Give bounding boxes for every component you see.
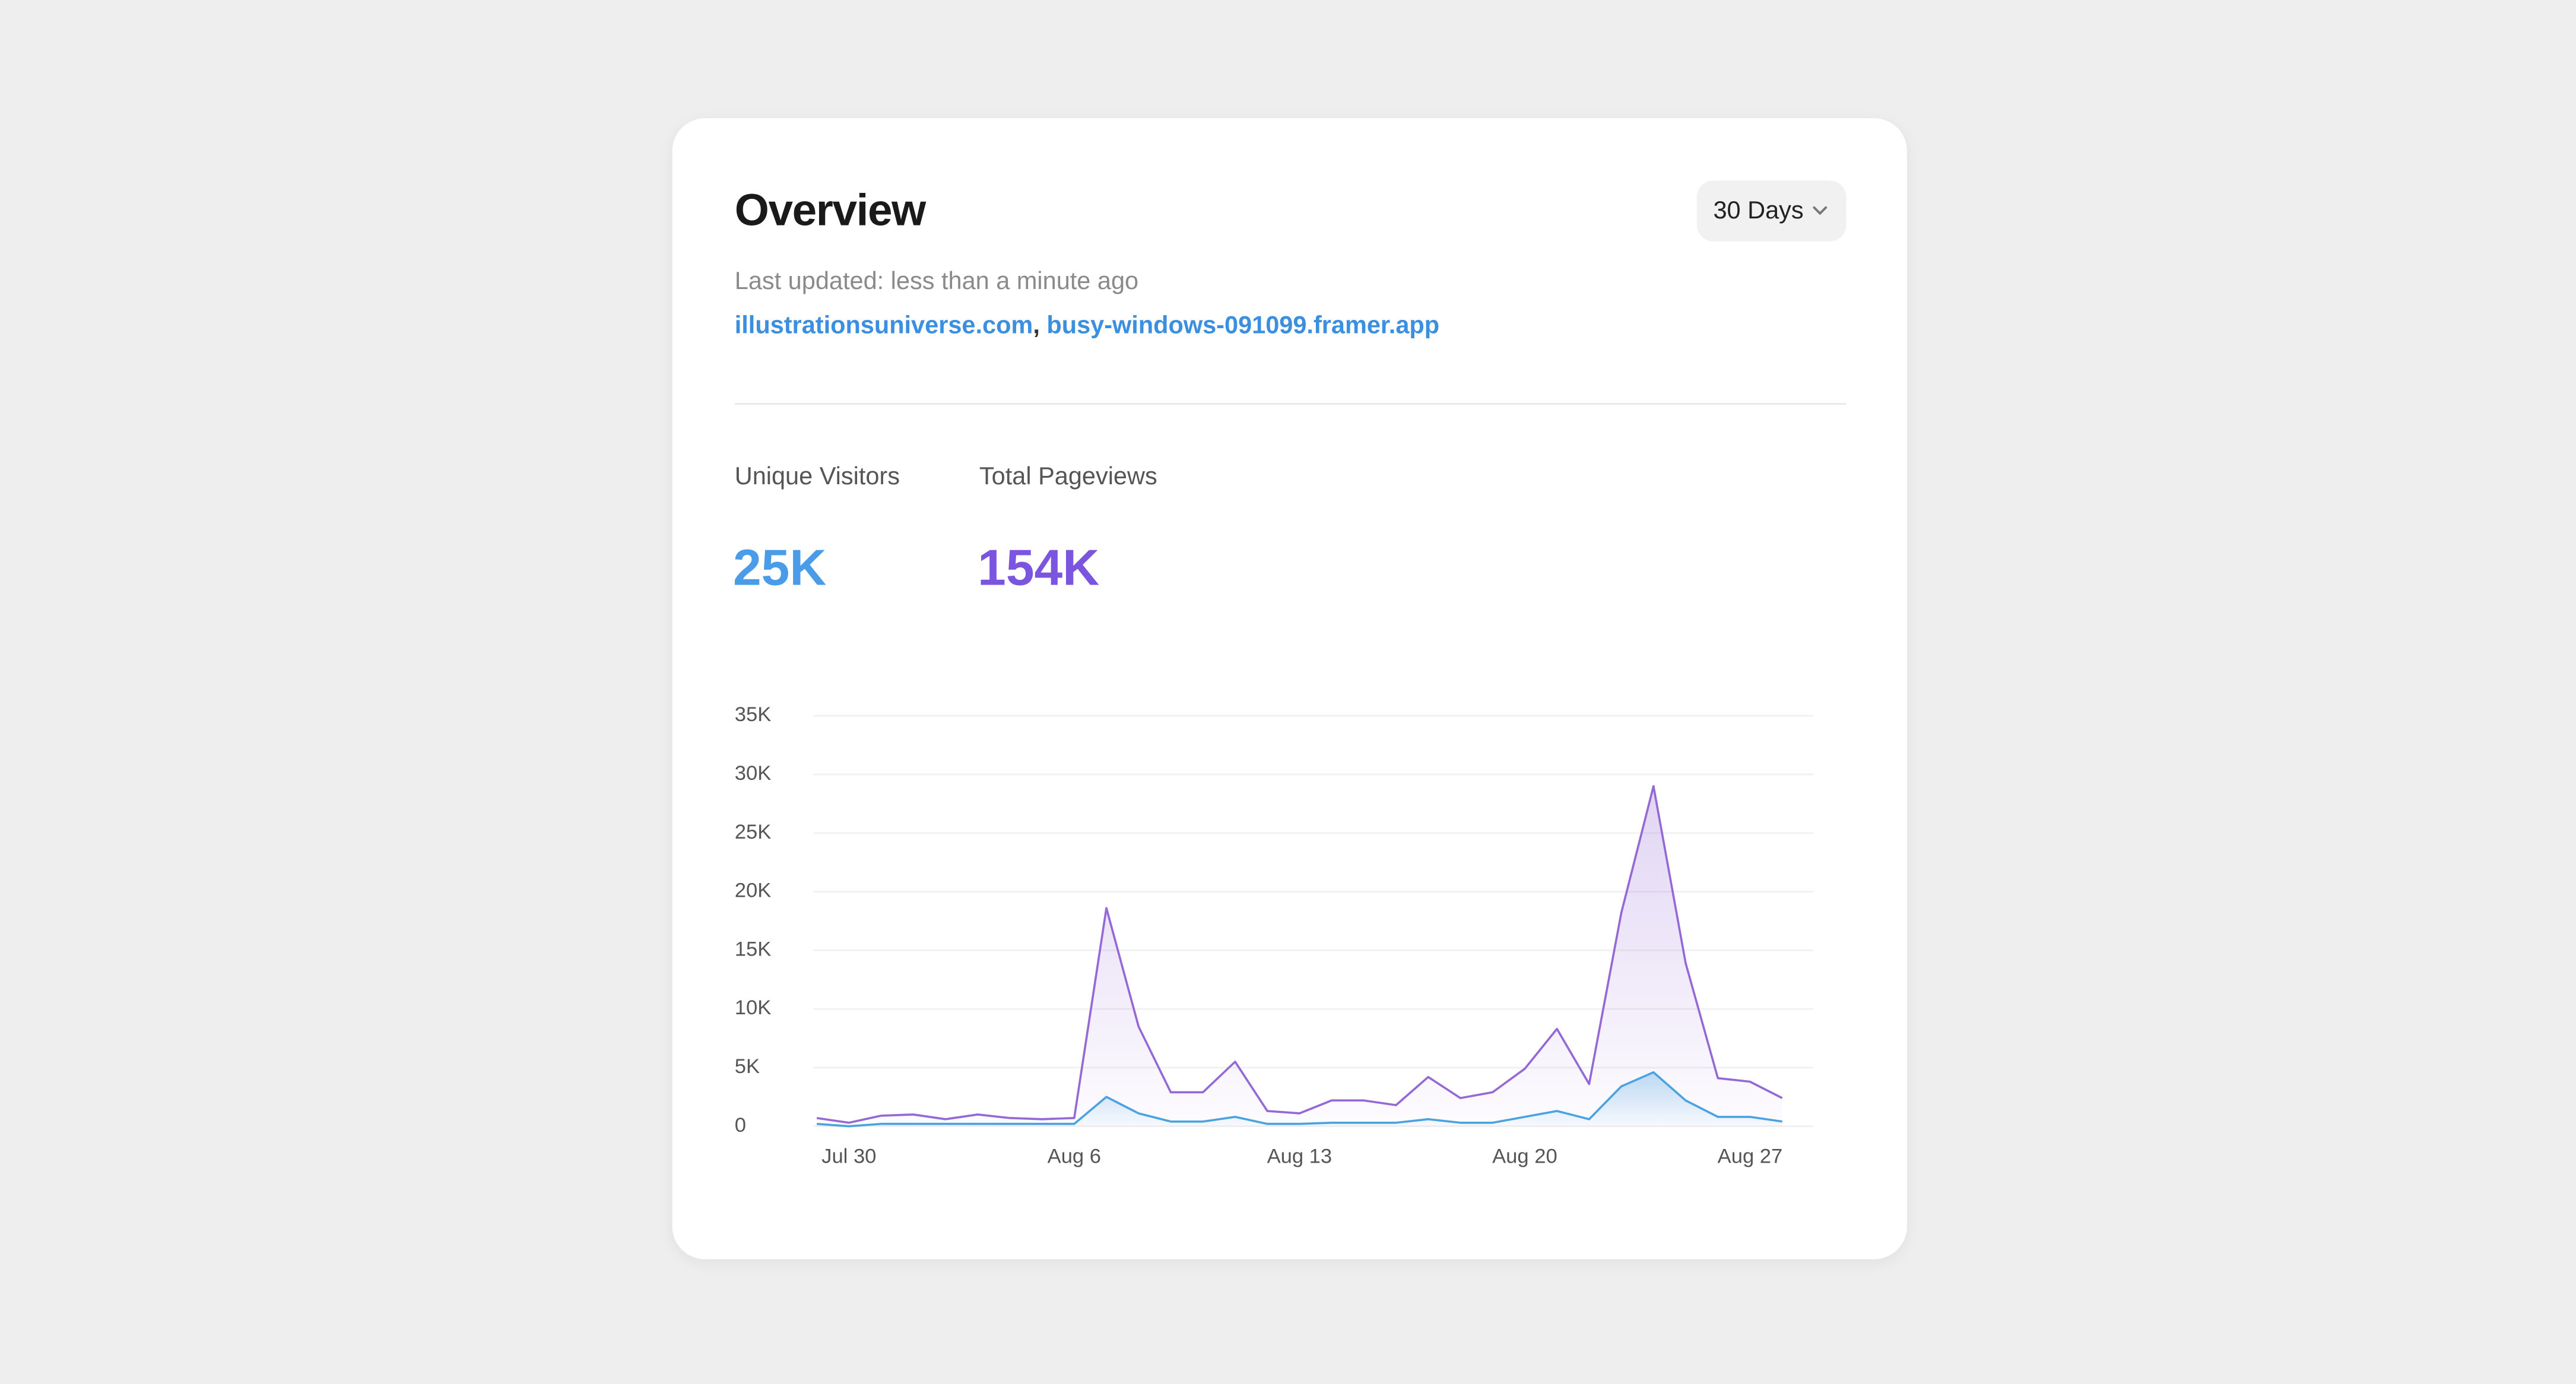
x-tick-label: Aug 27 [1718, 1145, 1783, 1167]
line [816, 1071, 1782, 1128]
y-tick-label: 10K [735, 996, 772, 1019]
line [816, 785, 1783, 1124]
y-tick-label: 15K [735, 938, 772, 960]
stat-label: Unique Visitors [735, 462, 900, 490]
dropdown-bg[interactable] [1696, 180, 1847, 242]
y-tick-label: 30K [735, 762, 772, 785]
stat-label: Total Pageviews [979, 462, 1157, 490]
x-tick-label: Aug 13 [1267, 1145, 1333, 1167]
separator: , [1033, 310, 1040, 338]
site-link[interactable]: illustrationsuniverse.com [735, 310, 1033, 338]
last-updated: Last updated: less than a minute ago [735, 266, 1138, 294]
site-link[interactable]: busy-windows-091099.framer.app [1046, 310, 1439, 338]
y-tick-label: 20K [735, 880, 772, 902]
title: Overview [735, 185, 927, 234]
x-tick-label: Aug 6 [1048, 1145, 1101, 1167]
stat-value: 154K [978, 539, 1099, 596]
chevron[interactable] [1812, 206, 1828, 215]
sites: illustrationsuniverse.com, busy-windows-… [735, 310, 1439, 338]
range-dropdown[interactable]: 30 Days [1696, 180, 1847, 242]
x-tick-label: Jul 30 [821, 1145, 876, 1167]
y-tick-label: 0 [735, 1114, 746, 1137]
stat-value: 25K [733, 539, 826, 596]
y-tick-label: 35K [735, 703, 772, 726]
area [817, 1072, 1782, 1126]
area [817, 786, 1782, 1126]
x-tick-label: Aug 20 [1492, 1145, 1557, 1167]
dropdown-label[interactable]: 30 Days [1713, 196, 1803, 224]
y-tick-label: 25K [735, 821, 772, 843]
chart: 0 5K 10K 15K 20K 25K 30K 35K Jul 30 Aug 6 Aug 13 Au… [735, 703, 1814, 1167]
y-tick-label: 5K [735, 1055, 760, 1078]
